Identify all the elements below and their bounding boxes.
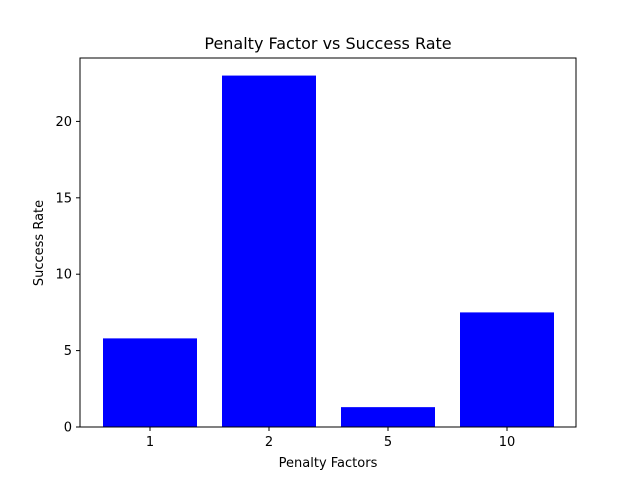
y-tick-label: 15 <box>55 191 72 206</box>
y-axis-label: Success Rate <box>32 200 47 286</box>
y-tick-label: 5 <box>64 344 72 359</box>
plot-area: 1 2 5 10 0 5 10 15 20 <box>55 57 577 450</box>
bar-5 <box>341 407 435 427</box>
y-tick-label: 20 <box>55 115 72 130</box>
bar-10 <box>460 312 554 427</box>
y-tick-label: 0 <box>64 421 72 436</box>
x-tick-label: 2 <box>265 435 273 450</box>
x-tick-label: 1 <box>146 435 154 450</box>
x-tick-label: 10 <box>499 435 516 450</box>
bar-2 <box>222 75 316 427</box>
bar-1 <box>103 338 197 427</box>
chart-title: Penalty Factor vs Success Rate <box>204 34 451 53</box>
y-tick-label: 10 <box>55 268 72 283</box>
x-axis-label: Penalty Factors <box>279 456 378 471</box>
x-tick-label: 5 <box>384 435 392 450</box>
plot-frame <box>79 57 577 428</box>
